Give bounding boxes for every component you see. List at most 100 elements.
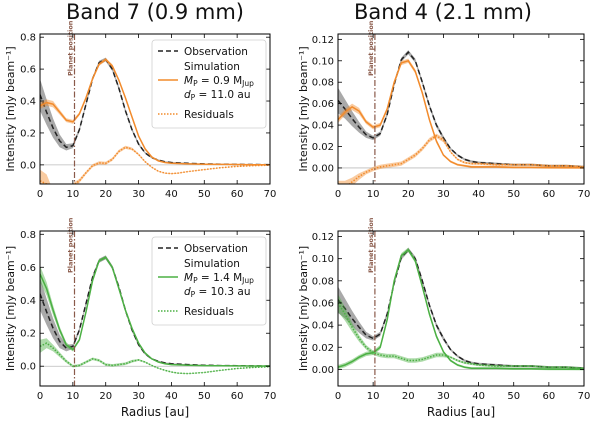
x-tick-label: 50 — [507, 391, 520, 402]
y-tick-label: 0.10 — [312, 56, 334, 67]
y-tick-label: 0.06 — [312, 99, 334, 110]
x-tick-label: 40 — [472, 391, 485, 402]
planet-position-label: Planet position — [367, 20, 375, 76]
y-axis-label: Intensity [mJy beam⁻¹] — [4, 46, 17, 171]
x-tick-label: 30 — [132, 391, 145, 402]
y-tick-label: 0.0 — [20, 160, 36, 171]
legend-label-simulation: Simulation — [184, 258, 240, 270]
y-axis-label: Intensity [mJy beam⁻¹] — [297, 246, 310, 371]
x-tick-label: 20 — [99, 391, 112, 402]
planet-position-label: Planet position — [67, 20, 75, 76]
y-axis-label: Intensity [mJy beam⁻¹] — [4, 246, 17, 371]
x-tick-label: 10 — [367, 391, 380, 402]
y-tick-label: 0.08 — [312, 78, 334, 89]
y-tick-label: 0.12 — [312, 232, 334, 243]
plot-area — [40, 57, 270, 184]
x-axis-label: Radius [au] — [427, 405, 495, 419]
plot-area — [338, 247, 584, 371]
y-tick-label: 0.2 — [20, 128, 36, 139]
y-axis-label: Intensity [mJy beam⁻¹] — [297, 46, 310, 171]
x-tick-label: 30 — [437, 189, 450, 200]
legend-label-simulation: Simulation — [184, 61, 240, 73]
legend-param-mass: MP = 0.9 MJup — [184, 75, 254, 88]
series-res — [40, 342, 270, 375]
x-tick-label: 50 — [507, 189, 520, 200]
y-tick-label: 0.02 — [312, 142, 334, 153]
series-sim — [338, 248, 584, 371]
panel-band7-bottom: Planet position 0 10 20 30 40 50 60 70 0.0 0.2 0.4 0… — [4, 217, 276, 419]
series-sim — [40, 58, 270, 166]
x-axis-label: Radius [au] — [121, 405, 189, 419]
axes-frame — [337, 33, 585, 185]
x-tick-label: 50 — [198, 391, 211, 402]
x-tick-label: 30 — [132, 189, 145, 200]
x-tick-label: 50 — [198, 189, 211, 200]
x-tick-label: 10 — [367, 189, 380, 200]
x-tick-label: 60 — [231, 391, 244, 402]
panel-band7-top: Planet position 0 10 20 30 40 50 60 70 0.0 0.2 0.4 0… — [4, 20, 277, 200]
x-tick-label: 0 — [335, 391, 341, 402]
y-tick-label: 0.06 — [312, 298, 334, 309]
legend-label-observation: Observation — [184, 243, 248, 255]
x-tick-label: 0 — [335, 189, 341, 200]
y-tick-label: 0.04 — [312, 121, 334, 132]
y-tick-label: 0.6 — [20, 65, 36, 76]
x-tick-label: 0 — [37, 391, 43, 402]
legend-box — [151, 39, 267, 129]
axes-frame — [39, 230, 271, 387]
y-tick-label: 0.00 — [312, 163, 334, 174]
x-tick-label: 20 — [99, 189, 112, 200]
x-tick-label: 60 — [231, 189, 244, 200]
planet-position-label: Planet position — [67, 217, 75, 273]
series-res — [40, 146, 270, 184]
column-title-band7: Band 7 (0.9 mm) — [66, 0, 244, 24]
column-title-band4: Band 4 (2.1 mm) — [354, 0, 532, 24]
x-tick-label: 40 — [472, 189, 485, 200]
x-tick-label: 10 — [66, 391, 79, 402]
series-obs — [40, 58, 270, 166]
series-sim — [40, 256, 270, 367]
x-tick-label: 20 — [402, 391, 415, 402]
y-tick-label: 0.4 — [20, 296, 36, 307]
legend-box — [151, 236, 267, 326]
axes-frame — [39, 33, 271, 185]
y-tick-label: 0.04 — [312, 321, 334, 332]
y-tick-label: 0.4 — [20, 97, 36, 108]
y-tick-label: 0.8 — [20, 33, 36, 44]
legend-param-mass: MP = 1.4 MJup — [184, 272, 254, 285]
x-tick-label: 40 — [165, 391, 178, 402]
legend-label-residuals: Residuals — [184, 306, 234, 318]
panel-band4-bottom: Planet position 0 10 20 30 40 50 60 70 0.00 0.02 0.… — [297, 217, 590, 419]
plot-area — [40, 255, 270, 375]
x-tick-label: 10 — [66, 189, 79, 200]
y-tick-label: 0.00 — [312, 365, 334, 376]
series-sim — [338, 59, 584, 169]
panel-band4-top: Planet position 0 10 20 30 40 50 60 70 0.00 0.02 0.… — [297, 20, 590, 200]
y-tick-label: 0.0 — [20, 362, 36, 373]
series-res — [348, 134, 584, 184]
x-tick-label: 60 — [542, 391, 555, 402]
y-tick-label: 0.08 — [312, 276, 334, 287]
y-tick-label: 0.10 — [312, 254, 334, 265]
x-tick-label: 60 — [542, 189, 555, 200]
y-tick-label: 0.6 — [20, 263, 36, 274]
x-tick-label: 20 — [402, 189, 415, 200]
x-tick-label: 70 — [578, 391, 591, 402]
series-obs — [338, 248, 584, 370]
y-tick-label: 0.12 — [312, 35, 334, 46]
plot-area — [338, 50, 584, 184]
y-tick-label: 0.2 — [20, 329, 36, 340]
x-tick-label: 70 — [264, 189, 277, 200]
planet-position-label: Planet position — [367, 217, 375, 273]
legend-param-distance: dP = 11.0 au — [184, 89, 250, 102]
legend-label-observation: Observation — [184, 46, 248, 58]
x-tick-label: 30 — [437, 391, 450, 402]
y-tick-label: 0.02 — [312, 343, 334, 354]
x-tick-label: 0 — [37, 189, 43, 200]
x-tick-label: 70 — [578, 189, 591, 200]
axes-frame — [337, 230, 585, 387]
